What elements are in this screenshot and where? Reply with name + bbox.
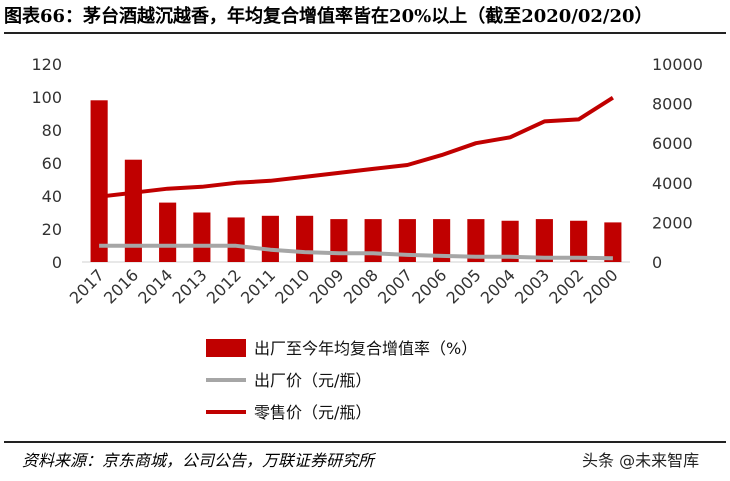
bar (261, 215, 279, 262)
line-series (98, 96, 614, 261)
left-y-tick-label: 20 (42, 220, 62, 239)
right-y-tick-label: 8000 (652, 95, 693, 114)
x-tick-label: 2008 (340, 265, 382, 307)
chart-title: 图表66：茅台酒越沉越香，年均复合增值率皆在20%以上（截至2020/02/20… (4, 2, 726, 34)
right-y-axis: 0 2000 4000 6000 8000 10000 (652, 55, 703, 272)
x-tick-label: 2017 (66, 265, 108, 307)
x-tick-label: 2004 (477, 265, 519, 307)
x-axis: 2017201620142013201220112010200920082007… (66, 265, 622, 307)
bar (159, 202, 177, 262)
bar (570, 220, 588, 262)
series-line (98, 96, 614, 199)
left-y-axis: 0 20 40 60 80 100 120 (31, 55, 62, 272)
right-y-tick-label: 4000 (652, 174, 693, 193)
bar (467, 219, 485, 262)
x-tick-label: 2012 (203, 265, 245, 307)
legend-label: 出厂至今年均复合增值率（%） (254, 339, 477, 358)
x-tick-label: 2007 (374, 265, 416, 307)
right-y-tick-label: 0 (652, 253, 662, 272)
x-tick-label: 2002 (545, 265, 587, 307)
right-y-tick-label: 2000 (652, 213, 693, 232)
x-tick-label: 2006 (408, 265, 450, 307)
bar (90, 100, 108, 262)
right-y-tick-label: 6000 (652, 134, 693, 153)
left-y-tick-label: 120 (31, 55, 62, 74)
bar (193, 212, 211, 262)
right-y-tick-label: 10000 (652, 55, 703, 74)
x-tick-label: 2005 (442, 265, 484, 307)
legend-label: 零售价（元/瓶） (254, 403, 371, 422)
left-y-tick-label: 0 (52, 253, 62, 272)
legend: 出厂至今年均复合增值率（%） 出厂价（元/瓶） 零售价（元/瓶） (206, 339, 477, 422)
bar (330, 219, 348, 262)
left-y-tick-label: 80 (42, 121, 62, 140)
left-y-tick-label: 100 (31, 88, 62, 107)
legend-label: 出厂价（元/瓶） (254, 371, 371, 390)
footer-rule (4, 441, 726, 443)
x-tick-label: 2010 (271, 265, 313, 307)
bar (398, 219, 416, 262)
legend-swatch (206, 339, 246, 357)
left-y-tick-label: 60 (42, 154, 62, 173)
left-y-tick-label: 40 (42, 187, 62, 206)
bar (433, 219, 451, 262)
x-tick-label: 2016 (100, 265, 142, 307)
bar (227, 217, 245, 262)
bar (604, 222, 622, 262)
x-tick-label: 2014 (134, 265, 176, 307)
watermark: 头条 @未来智库 (582, 451, 700, 470)
series-line (99, 243, 613, 261)
x-tick-label: 2013 (168, 265, 210, 307)
x-tick-label: 2011 (237, 265, 279, 307)
x-tick-label: 2000 (579, 265, 621, 307)
x-tick-label: 2009 (305, 265, 347, 307)
bar (501, 220, 519, 262)
bar (124, 159, 142, 262)
chart: 0 20 40 60 80 100 120 0 2000 4000 6000 8000 10000 2… (31, 55, 703, 422)
bar (296, 215, 314, 262)
source-note: 资料来源：京东商城，公司公告，万联证券研究所 (22, 451, 375, 470)
x-tick-label: 2003 (511, 265, 553, 307)
bar (364, 219, 382, 262)
bar (535, 219, 553, 262)
